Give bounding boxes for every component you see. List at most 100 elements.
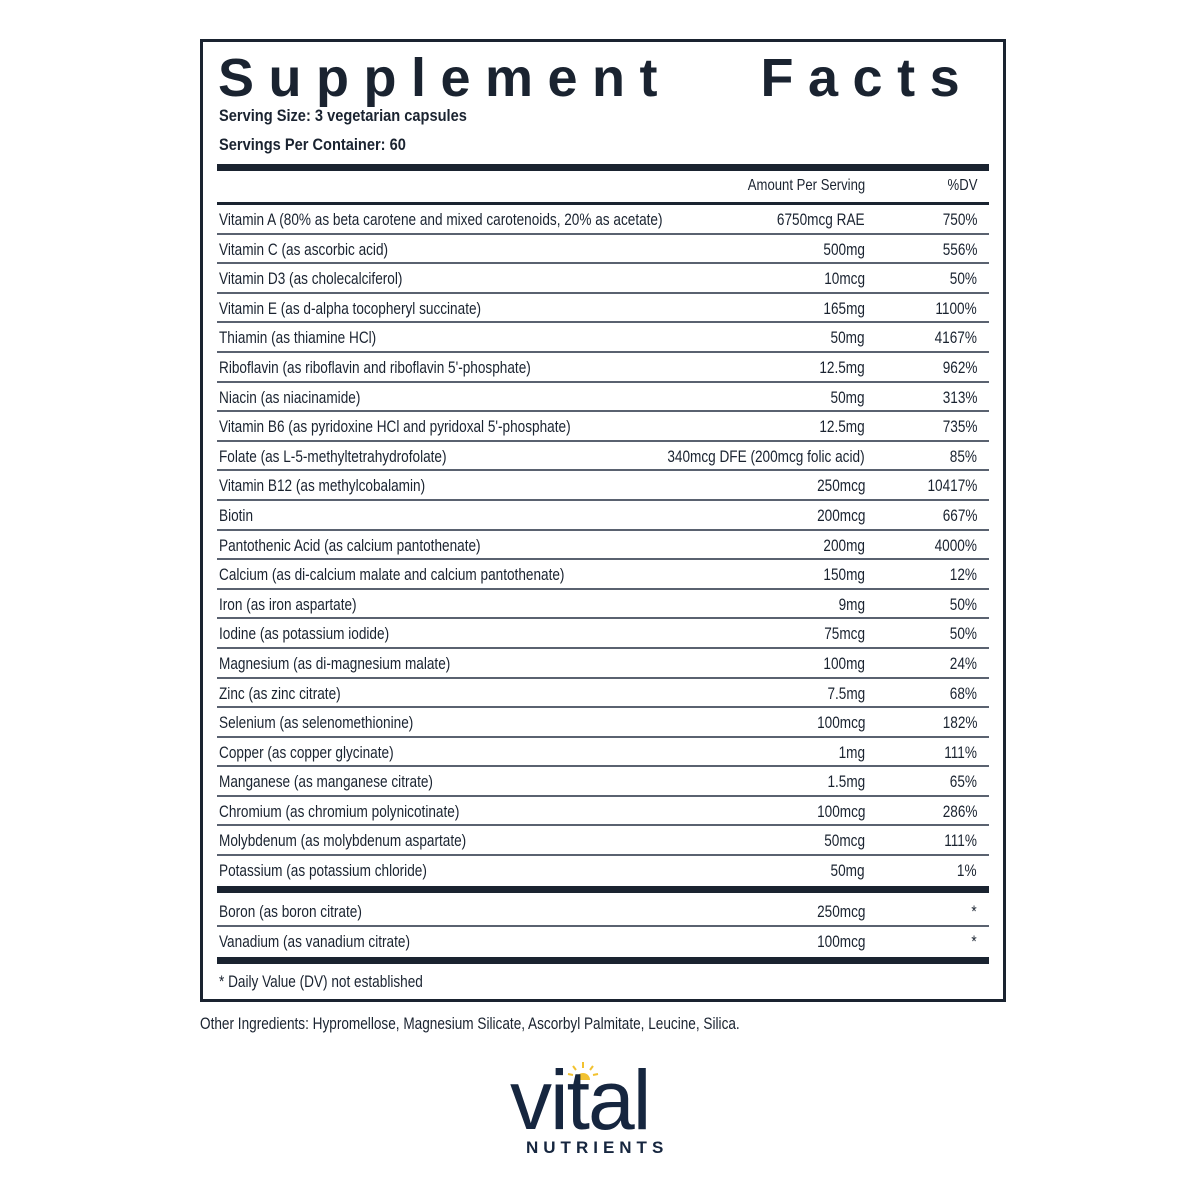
nutrient-amount: 12.5mg	[819, 357, 865, 377]
nutrient-dv: 750%	[942, 210, 977, 229]
nutrient-dv: 4167%	[934, 328, 977, 348]
nutrient-row: Copper (as copper glycinate) 1mg 111%	[217, 738, 989, 768]
amount-column-header: Amount Per Serving	[747, 177, 865, 194]
panel-title: Supplement Facts	[218, 48, 975, 108]
nutrient-amount: 100mg	[823, 653, 865, 673]
nutrient-row: Potassium (as potassium chloride) 50mg 1%	[217, 856, 989, 886]
nutrient-dv: 962%	[942, 357, 977, 377]
nutrient-dv: 1100%	[935, 298, 977, 318]
dv-column-header: %DV	[947, 177, 977, 194]
nutrient-name: Manganese (as manganese citrate)	[219, 772, 433, 792]
nutrient-name: Calcium (as di-calcium malate and calciu…	[219, 565, 565, 585]
nutrient-row: Manganese (as manganese citrate) 1.5mg 65%	[217, 767, 989, 797]
nutrient-name: Riboflavin (as riboflavin and riboflavin…	[219, 357, 531, 377]
nutrient-amount: 340mcg DFE (200mcg folic acid)	[667, 446, 865, 466]
nutrient-name: Vitamin B6 (as pyridoxine HCl and pyrido…	[219, 417, 571, 437]
other-ingredients: Other Ingredients: Hypromellose, Magnesi…	[200, 1014, 740, 1033]
nutrient-dv: 50%	[949, 269, 977, 289]
nutrient-amount: 50mg	[830, 861, 865, 881]
nutrient-name: Selenium (as selenomethionine)	[219, 713, 414, 733]
nutrient-name: Zinc (as zinc citrate)	[219, 683, 341, 703]
nutrient-amount: 250mcg	[816, 476, 865, 496]
nutrient-dv: 111%	[944, 742, 977, 762]
nutrient-amount: 100mcg	[816, 801, 865, 821]
nutrient-dv: 12%	[949, 565, 977, 585]
serving-size: Serving Size: 3 vegetarian capsules	[219, 106, 467, 125]
nutrient-dv: 286%	[942, 801, 977, 821]
nutrient-name: Vitamin D3 (as cholecalciferol)	[219, 269, 403, 289]
nutrient-row: Niacin (as niacinamide) 50mg 313%	[217, 383, 989, 413]
nutrient-row: Thiamin (as thiamine HCl) 50mg 4167%	[217, 323, 989, 353]
nutrient-dv: 4000%	[934, 535, 977, 555]
nutrient-name: Vitamin E (as d-alpha tocopheryl succina…	[219, 298, 482, 318]
nutrient-row: Chromium (as chromium polynicotinate) 100…	[217, 797, 989, 827]
nutrient-dv: 182%	[942, 713, 977, 733]
dv-footnote: * Daily Value (DV) not established	[219, 972, 423, 991]
nutrient-name: Biotin	[219, 505, 254, 525]
nutrient-name: Iodine (as potassium iodide)	[219, 624, 390, 644]
nutrient-name: Potassium (as potassium chloride)	[219, 861, 427, 881]
nutrient-name: Boron (as boron citrate)	[219, 902, 362, 921]
nutrient-row: Pantothenic Acid (as calcium pantothenat…	[217, 531, 989, 561]
nutrient-row: Riboflavin (as riboflavin and riboflavin…	[217, 353, 989, 383]
nutrient-dv: 50%	[949, 624, 977, 644]
nutrient-amount: 9mg	[838, 594, 865, 614]
nutrient-name: Vitamin C (as ascorbic acid)	[219, 239, 389, 259]
nutrient-row: Boron (as boron citrate) 250mcg *	[217, 897, 989, 927]
nutrient-row: Vitamin C (as ascorbic acid) 500mg 556%	[217, 235, 989, 265]
nutrient-table: Vitamin A (80% as beta carotene and mixe…	[217, 205, 989, 886]
nutrient-amount: 50mcg	[824, 831, 865, 851]
nutrient-dv: 556%	[942, 239, 977, 259]
nutrient-name: Vitamin B12 (as methylcobalamin)	[219, 476, 426, 496]
nutrient-dv: 111%	[944, 831, 977, 851]
nutrient-name: Thiamin (as thiamine HCl)	[219, 328, 377, 348]
nutrient-amount: 6750mcg RAE	[777, 210, 865, 229]
supplement-facts-panel: Supplement Facts Serving Size: 3 vegetar…	[200, 39, 1006, 1002]
nutrient-dv: 735%	[942, 417, 977, 437]
nutrient-row: Folate (as L-5-methyltetrahydrofolate) 34…	[217, 442, 989, 472]
nutrient-row: Biotin 200mcg 667%	[217, 501, 989, 531]
nutrient-name: Niacin (as niacinamide)	[219, 387, 361, 407]
brand-logo: vital NUTRIENTS	[510, 1053, 695, 1160]
nutrient-name: Iron (as iron aspartate)	[219, 594, 357, 614]
servings-per-container: Servings Per Container: 60	[219, 135, 406, 154]
nutrient-amount: 165mg	[823, 298, 865, 318]
nutrient-dv: *	[971, 931, 977, 951]
nutrient-amount: 150mg	[823, 565, 865, 585]
nutrient-dv: 85%	[949, 446, 977, 466]
other-nutrient-table: Boron (as boron citrate) 250mcg * Vanadium …	[217, 897, 989, 956]
nutrient-amount: 100mcg	[816, 713, 865, 733]
nutrient-amount: 12.5mg	[819, 417, 865, 437]
nutrient-row: Zinc (as zinc citrate) 7.5mg 68%	[217, 679, 989, 709]
nutrient-dv: 24%	[949, 653, 977, 673]
nutrient-row: Vitamin E (as d-alpha tocopheryl succina…	[217, 294, 989, 324]
nutrient-name: Magnesium (as di-magnesium malate)	[219, 653, 451, 673]
nutrient-amount: 50mg	[830, 387, 865, 407]
nutrient-row: Calcium (as di-calcium malate and calciu…	[217, 560, 989, 590]
nutrient-name: Chromium (as chromium polynicotinate)	[219, 801, 460, 821]
nutrient-name: Vitamin A (80% as beta carotene and mixe…	[219, 210, 663, 229]
nutrient-row: Selenium (as selenomethionine) 100mcg 182%	[217, 708, 989, 738]
nutrient-name: Molybdenum (as molybdenum aspartate)	[219, 831, 467, 851]
nutrient-row: Molybdenum (as molybdenum aspartate) 50mc…	[217, 826, 989, 857]
nutrient-dv: 667%	[942, 505, 977, 525]
nutrient-amount: 100mcg	[816, 931, 865, 951]
nutrient-dv: *	[971, 902, 977, 921]
nutrient-row: Iron (as iron aspartate) 9mg 50%	[217, 590, 989, 620]
nutrient-name: Copper (as copper glycinate)	[219, 742, 394, 762]
nutrient-dv: 68%	[949, 683, 977, 703]
footer-divider	[217, 957, 989, 964]
nutrient-amount: 75mcg	[824, 624, 865, 644]
nutrient-dv: 50%	[949, 594, 977, 614]
nutrient-name: Vanadium (as vanadium citrate)	[219, 931, 410, 951]
nutrient-name: Folate (as L-5-methyltetrahydrofolate)	[219, 446, 447, 466]
nutrient-row: Vanadium (as vanadium citrate) 100mcg *	[217, 927, 989, 957]
nutrient-amount: 200mcg	[816, 505, 865, 525]
nutrient-amount: 10mcg	[824, 269, 865, 289]
nutrient-amount: 250mcg	[816, 902, 865, 921]
nutrient-amount: 1mg	[838, 742, 865, 762]
brand-name: vital	[510, 1053, 651, 1147]
nutrient-row: Vitamin D3 (as cholecalciferol) 10mcg 50%	[217, 264, 989, 294]
nutrient-dv: 1%	[957, 861, 977, 881]
section-divider	[217, 886, 989, 893]
